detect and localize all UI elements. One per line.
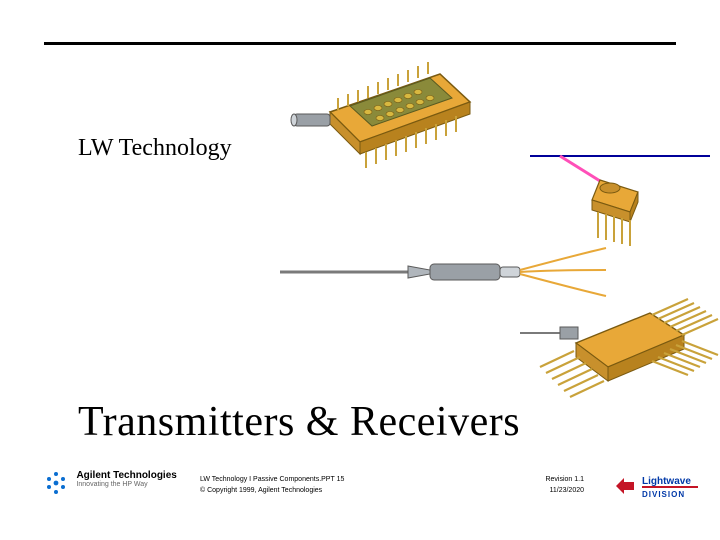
lightwave-bottom: DIVISION [642,490,685,499]
agilent-tagline: Innovating the HP Way [76,481,176,488]
footer-copyright: © Copyright 1999, Agilent Technologies [200,485,344,496]
agilent-name: Agilent Technologies [76,470,176,481]
agilent-logo: Agilent Technologies Innovating the HP W… [44,470,184,496]
illustration-dip-package [280,52,480,172]
footer-revision: Revision 1.1 [545,474,584,485]
footer-doc-line: LW Technology I Passive Components.PPT 1… [200,474,344,485]
top-rule [44,42,676,45]
footer-date: 11/23/2020 [545,485,584,496]
footer: Agilent Technologies Innovating the HP W… [44,470,700,510]
lightwave-logo: Lightwave DIVISION [614,472,700,502]
agilent-spark-icon [44,470,68,496]
footer-revision-block: Revision 1.1 11/23/2020 [545,474,584,496]
page-header: LW Technology [78,135,232,162]
lightwave-top: Lightwave [642,476,691,487]
footer-doc-info: LW Technology I Passive Components.PPT 1… [200,474,344,496]
main-title: Transmitters & Receivers [78,398,520,446]
illustration-butterfly [520,285,720,425]
